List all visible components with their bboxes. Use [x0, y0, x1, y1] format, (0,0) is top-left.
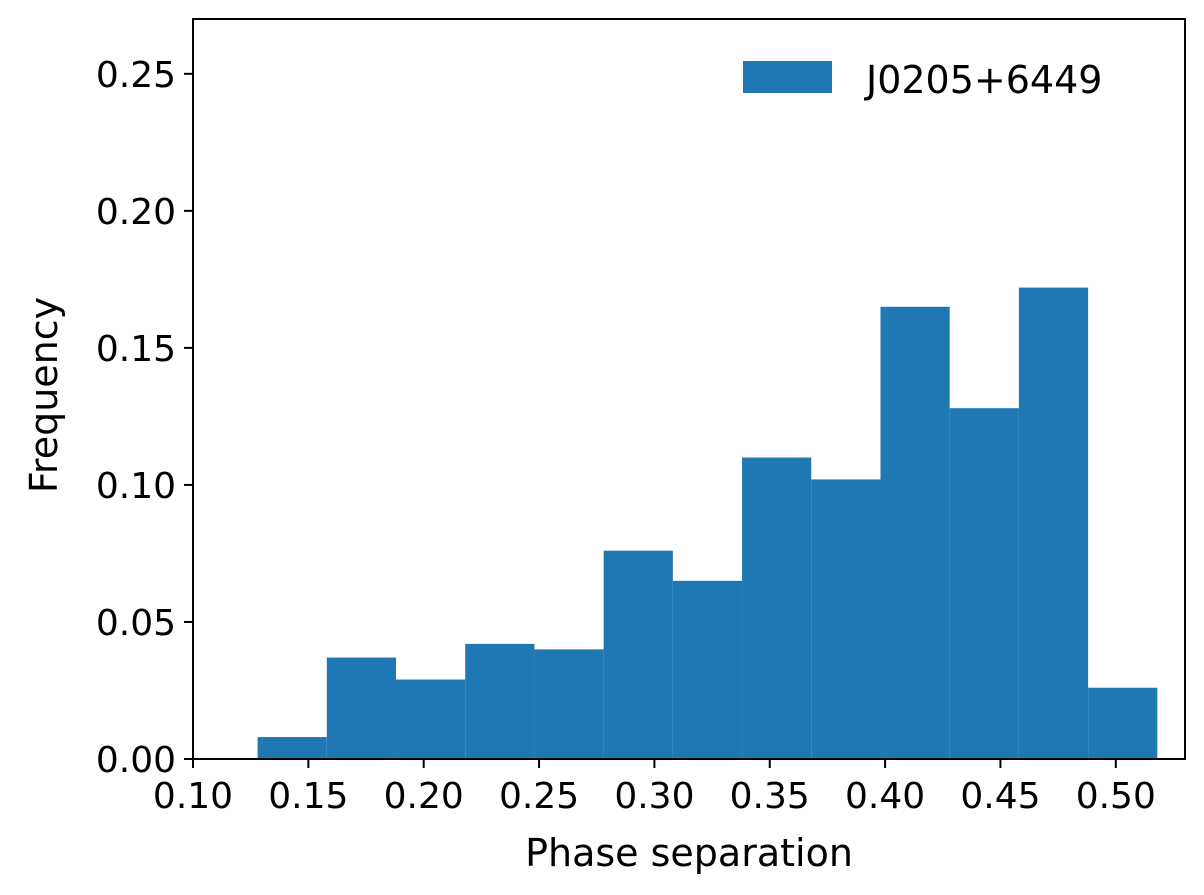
x-tick-label: 0.45 [960, 776, 1040, 817]
x-axis-ticks: 0.10 0.15 0.20 0.25 0.30 0.35 0.40 0.45 0.50 [153, 759, 1156, 817]
histogram-bar [534, 649, 604, 759]
x-tick-label: 0.10 [153, 776, 233, 817]
histogram-bar [1018, 287, 1089, 759]
plot-frame [192, 18, 1186, 760]
y-tick-label: 0.00 [96, 740, 176, 781]
histogram-bar [811, 479, 881, 759]
y-tick-label: 0.25 [96, 55, 176, 96]
histogram-bar [396, 679, 466, 759]
y-tick-label: 0.10 [96, 466, 176, 507]
legend: J0205+6449 [743, 58, 1102, 102]
legend-label: J0205+6449 [864, 58, 1102, 102]
y-axis-label: Frequency [22, 297, 66, 493]
histogram-bar [880, 306, 950, 759]
histogram-bar [672, 580, 743, 759]
x-tick-label: 0.25 [499, 776, 579, 817]
histogram-bar [603, 550, 673, 759]
x-tick-label: 0.30 [614, 776, 694, 817]
histogram-bar [326, 657, 397, 759]
y-axis-ticks: 0.00 0.05 0.10 0.15 0.20 0.25 [96, 55, 193, 781]
legend-swatch [743, 61, 832, 93]
histogram-bar [949, 408, 1019, 759]
x-tick-label: 0.15 [268, 776, 348, 817]
histogram-bar [465, 643, 535, 759]
x-tick-label: 0.20 [384, 776, 464, 817]
y-tick-label: 0.20 [96, 192, 176, 233]
x-tick-label: 0.40 [845, 776, 925, 817]
x-tick-label: 0.50 [1076, 776, 1156, 817]
y-tick-label: 0.15 [96, 329, 176, 370]
histogram-bar [1088, 687, 1158, 759]
histogram-bar [257, 737, 327, 759]
histogram-bars [257, 287, 1158, 759]
y-tick-label: 0.05 [96, 603, 176, 644]
histogram-bar [742, 457, 812, 759]
x-tick-label: 0.35 [730, 776, 810, 817]
x-axis-label: Phase separation [525, 831, 853, 875]
